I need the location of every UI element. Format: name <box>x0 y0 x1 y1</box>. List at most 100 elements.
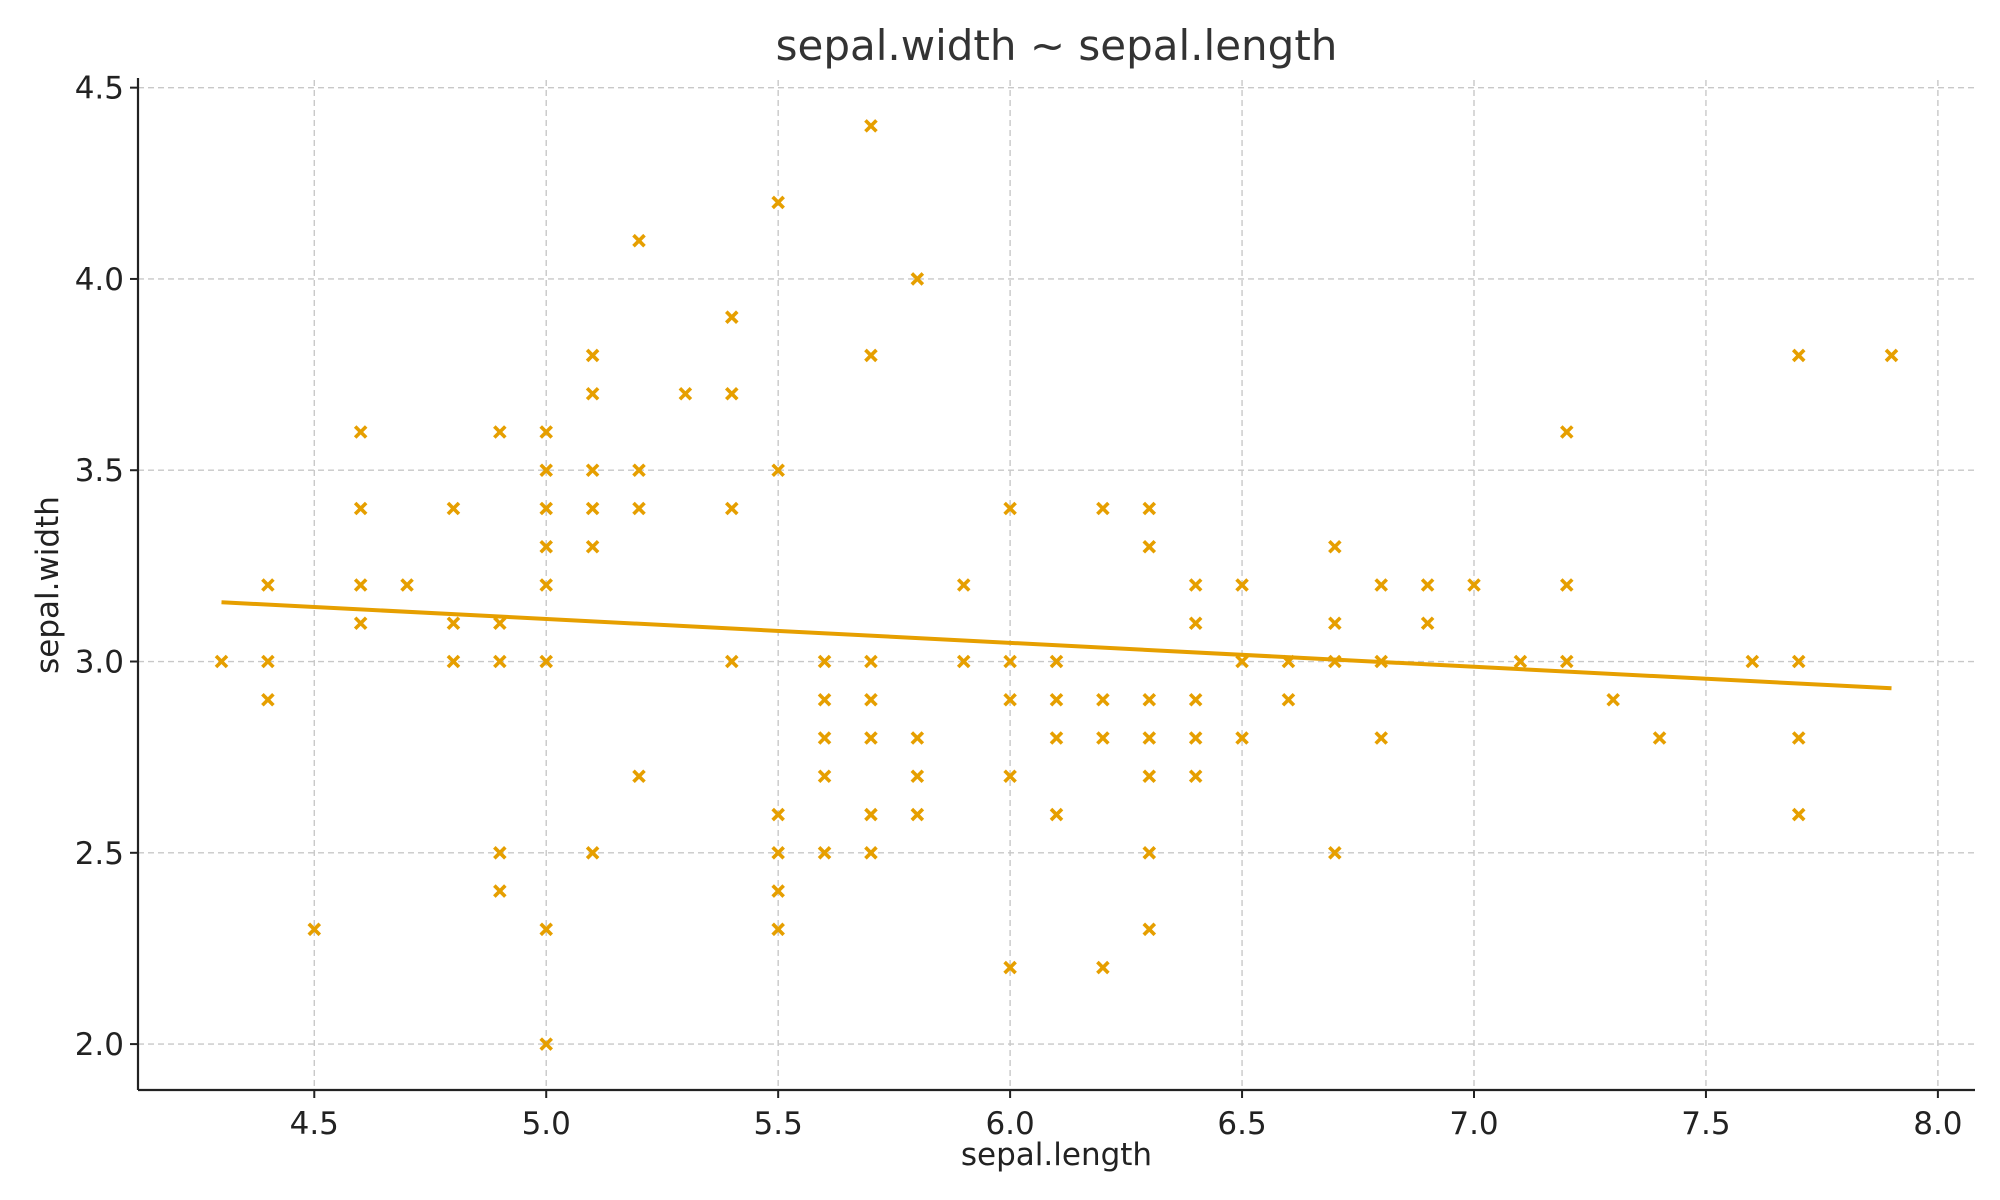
scatter-point <box>910 807 925 822</box>
scatter-point-stroke <box>864 846 878 860</box>
scatter-point <box>1328 616 1342 631</box>
scatter-point-stroke <box>1328 846 1342 860</box>
scatter-point <box>1096 731 1110 745</box>
scatter-point <box>817 769 832 784</box>
y-axis-label: sepal.width <box>30 496 66 674</box>
scatter-point <box>632 463 646 478</box>
scatter-point-stroke <box>910 769 925 784</box>
scatter-point <box>1791 807 1806 822</box>
scatter-point-stroke <box>1235 731 1249 745</box>
scatter-point-stroke <box>1188 692 1203 707</box>
scatter-point <box>1096 501 1110 516</box>
scatter-point <box>1791 348 1806 363</box>
scatter-point-stroke <box>353 578 368 592</box>
scatter-point-stroke <box>539 654 553 669</box>
scatter-point-stroke <box>1791 654 1806 669</box>
scatter-point-stroke <box>353 425 368 439</box>
scatter-point <box>1467 578 1481 592</box>
scatter-point-stroke <box>585 539 600 554</box>
scatter-point-stroke <box>261 692 275 707</box>
scatter-point <box>1884 348 1899 363</box>
scatter-point <box>539 654 553 669</box>
scatter-point <box>725 386 739 401</box>
scatter-point-stroke <box>1791 348 1806 363</box>
scatter-point <box>1003 769 1017 784</box>
scatter-point <box>1791 731 1806 745</box>
x-tick-label: 6.5 <box>1217 1106 1266 1142</box>
x-tick-label: 8.0 <box>1913 1106 1962 1142</box>
scatter-point <box>817 692 832 707</box>
scatter-point-stroke <box>1096 501 1110 516</box>
scatter-point <box>585 386 600 401</box>
regression-line <box>221 600 1892 691</box>
scatter-point <box>1003 501 1017 516</box>
scatter-point-stroke <box>1328 616 1342 631</box>
scatter-point-stroke <box>910 272 925 286</box>
scatter-point-stroke <box>1188 578 1203 592</box>
scatter-point-stroke <box>1188 616 1203 631</box>
scatter-point-stroke <box>725 386 739 401</box>
scatter-point-stroke <box>817 692 832 707</box>
x-tick-label: 4.5 <box>290 1106 339 1142</box>
scatter-point-stroke <box>353 501 368 516</box>
scatter-point-stroke <box>1049 692 1064 707</box>
scatter-point-stroke <box>1049 654 1064 669</box>
scatter-point <box>1791 654 1806 669</box>
scatter-point <box>1188 616 1203 631</box>
scatter-point-stroke <box>1142 922 1157 937</box>
x-tick-label: 5.5 <box>754 1106 803 1142</box>
scatter-point <box>771 922 785 937</box>
scatter-point-stroke <box>771 884 785 898</box>
scatter-point-stroke <box>771 195 785 210</box>
scatter-point-stroke <box>632 769 646 784</box>
scatter-point <box>725 310 739 324</box>
scatter-point-stroke <box>353 616 368 631</box>
scatter-point <box>678 386 693 401</box>
scatter-point <box>539 922 553 937</box>
scatter-point-stroke <box>585 386 600 401</box>
scatter-point <box>261 578 275 592</box>
scatter-point-stroke <box>493 616 507 631</box>
scatter-point <box>493 846 507 860</box>
scatter-point <box>539 1037 553 1051</box>
scatter-point <box>864 119 878 133</box>
scatter-point <box>725 654 739 669</box>
scatter-point <box>1142 539 1157 554</box>
scatter-point <box>910 731 925 745</box>
scatter-point-stroke <box>1049 731 1064 745</box>
scatter-point <box>1281 692 1296 707</box>
scatter-point-stroke <box>493 884 507 898</box>
x-tick-label: 6.0 <box>985 1106 1034 1142</box>
scatter-point-stroke <box>864 731 878 745</box>
scatter-point <box>353 578 368 592</box>
scatter-point-stroke <box>585 501 600 516</box>
scatter-point-stroke <box>585 846 600 860</box>
ticks: 4.5 5.0 5.5 6.0 6.5 7.0 7.5 8.0 2.0 2.5 3.0 3.5 4.0 4… <box>75 71 1963 1142</box>
scatter-point-stroke <box>725 310 739 324</box>
scatter-point-stroke <box>446 654 461 669</box>
scatter-point-stroke <box>493 654 507 669</box>
scatter-point <box>817 846 832 860</box>
x-tick-label: 7.5 <box>1681 1106 1730 1142</box>
x-tick-label: 5.0 <box>522 1106 571 1142</box>
scatter-point <box>1328 539 1342 554</box>
scatter-point-stroke <box>864 654 878 669</box>
scatter-point-stroke <box>1374 578 1388 592</box>
scatter-point-stroke <box>864 692 878 707</box>
scatter-point-stroke <box>725 654 739 669</box>
scatter-point-stroke <box>1003 692 1017 707</box>
scatter-point-stroke <box>1235 578 1249 592</box>
scatter-point <box>1188 578 1203 592</box>
scatter-point <box>632 501 646 516</box>
scatter-point <box>1003 960 1017 975</box>
scatter-point <box>1235 731 1249 745</box>
scatter-point-stroke <box>678 386 693 401</box>
scatter-point-stroke <box>1791 807 1806 822</box>
scatter-point-stroke <box>1745 654 1760 669</box>
scatter-point <box>214 654 229 669</box>
scatter-point-stroke <box>1142 692 1157 707</box>
scatter-point <box>1513 654 1528 669</box>
scatter-point <box>1235 578 1249 592</box>
scatter-point-stroke <box>632 501 646 516</box>
